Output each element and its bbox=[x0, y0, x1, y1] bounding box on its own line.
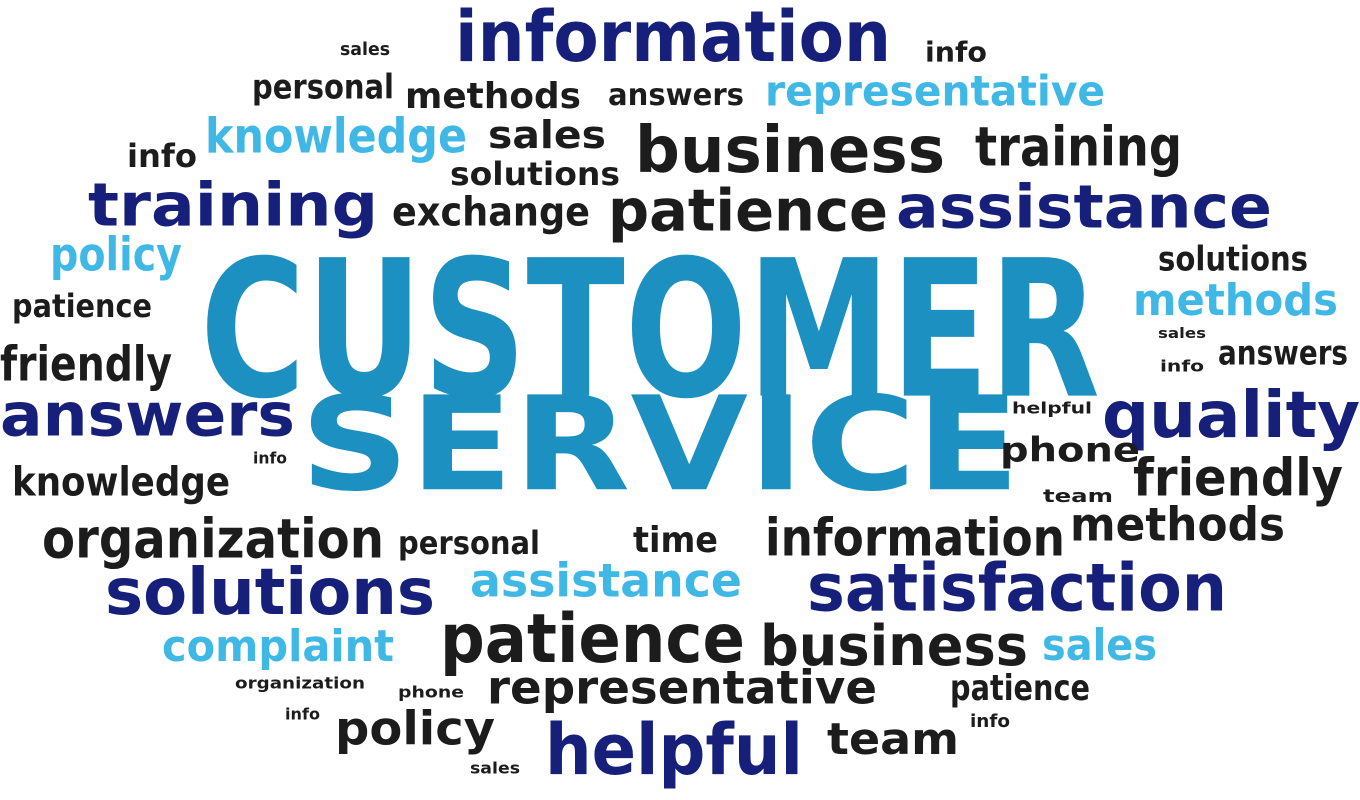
word-info: info bbox=[127, 137, 197, 175]
word-methods: methods bbox=[1070, 497, 1285, 552]
word-info: info bbox=[970, 710, 1010, 732]
word-methods: methods bbox=[1133, 274, 1338, 326]
word-sales: sales bbox=[1042, 619, 1157, 671]
word-information: information bbox=[765, 507, 1065, 569]
word-organization: organization bbox=[235, 673, 365, 693]
word-helpful: helpful bbox=[1012, 398, 1092, 418]
word-personal: personal bbox=[398, 524, 540, 562]
word-solutions: solutions bbox=[105, 554, 435, 630]
word-training: training bbox=[975, 115, 1182, 179]
word-sales: sales bbox=[1158, 324, 1206, 342]
word-solutions: solutions bbox=[1158, 238, 1308, 279]
word-patience: patience bbox=[608, 176, 888, 245]
word-sales: sales bbox=[470, 758, 520, 778]
word-team: team bbox=[1043, 485, 1113, 507]
word-answers: answers bbox=[1218, 332, 1348, 373]
word-policy: policy bbox=[50, 227, 182, 282]
word-business: business bbox=[635, 112, 945, 188]
word-patience: patience bbox=[12, 287, 152, 325]
word-service: SERVICE bbox=[300, 368, 1020, 521]
word-answers: answers bbox=[0, 379, 295, 450]
word-personal: personal bbox=[252, 66, 394, 107]
word-patience: patience bbox=[950, 666, 1090, 709]
word-knowledge: knowledge bbox=[12, 458, 230, 506]
word-knowledge: knowledge bbox=[205, 107, 467, 164]
word-sales: sales bbox=[488, 112, 606, 158]
word-business: business bbox=[760, 612, 1028, 679]
word-training: training bbox=[88, 169, 378, 240]
word-friendly: friendly bbox=[1133, 447, 1343, 509]
word-information: information bbox=[455, 0, 891, 78]
word-sales: sales bbox=[340, 38, 390, 60]
word-quality: quality bbox=[1102, 377, 1360, 453]
word-solutions: solutions bbox=[450, 155, 620, 193]
word-representative: representative bbox=[487, 660, 877, 715]
word-satisfaction: satisfaction bbox=[807, 549, 1227, 627]
word-policy: policy bbox=[335, 701, 495, 756]
word-info: info bbox=[285, 704, 320, 724]
word-time: time bbox=[633, 518, 718, 561]
word-patience: patience bbox=[440, 598, 745, 679]
word-friendly: friendly bbox=[0, 335, 172, 392]
word-info: info bbox=[253, 448, 287, 468]
word-phone: phone bbox=[1000, 429, 1140, 470]
word-assistance: assistance bbox=[896, 171, 1272, 242]
word-assistance: assistance bbox=[470, 553, 742, 608]
word-phone: phone bbox=[398, 682, 464, 702]
word-representative: representative bbox=[765, 66, 1105, 116]
word-complaint: complaint bbox=[162, 620, 394, 672]
word-exchange: exchange bbox=[392, 188, 590, 236]
word-helpful: helpful bbox=[545, 708, 803, 791]
word-methods: methods bbox=[405, 74, 581, 117]
word-answers: answers bbox=[608, 77, 744, 113]
word-customer: CUSTOMER bbox=[200, 218, 1100, 442]
word-info: info bbox=[925, 35, 987, 69]
word-team: team bbox=[827, 713, 959, 765]
word-organization: organization bbox=[42, 507, 384, 571]
word-info: info bbox=[1160, 356, 1204, 376]
